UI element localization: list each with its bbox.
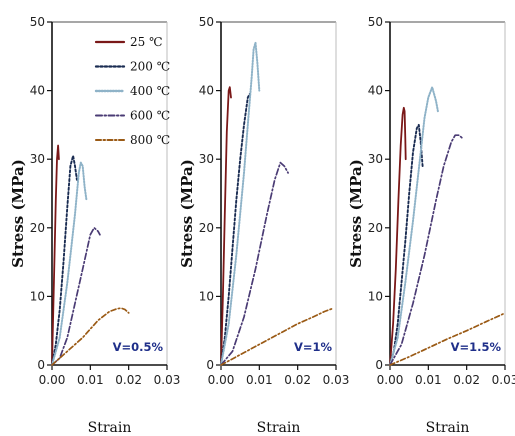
- legend-label-4: 600 ℃: [130, 109, 170, 123]
- x-tick-label: 0.03: [154, 373, 181, 387]
- y-axis-title: Stress (MPa): [178, 159, 196, 268]
- legend: 25 ℃ 200 ℃ 400 ℃ 600 ℃ 800 ℃: [94, 35, 170, 147]
- legend-label-5: 800 ℃: [130, 133, 170, 147]
- x-tick-label: 0.03: [492, 373, 515, 387]
- y-tick-label: 50: [30, 15, 45, 29]
- x-tick-label: 0.00: [208, 373, 235, 387]
- series-line-3: [389, 86, 439, 366]
- chart-panel-2: 0 10 20 30 40 50 0.00 0.01 0.02 0.03 Strain Stress …: [178, 15, 349, 436]
- chart-panel-1: 0 10 20 30 40 50 0.00 0.01 0.02 0.03 Strain Stress …: [9, 15, 180, 436]
- x-axis-title: Strain: [88, 420, 132, 436]
- y-tick-label: 30: [368, 152, 383, 166]
- series-line-4: [220, 161, 289, 366]
- y-tick-label: 30: [30, 152, 45, 166]
- y-tick-label: 40: [199, 84, 214, 98]
- x-tick-label: 0.02: [453, 373, 480, 387]
- series-line-1: [389, 106, 407, 366]
- x-tick-label: 0.02: [284, 373, 311, 387]
- x-axis-title: Strain: [257, 420, 301, 436]
- x-tick-label: 0.01: [77, 373, 104, 387]
- y-tick-label: 10: [199, 289, 214, 303]
- x-axis-title: Strain: [426, 420, 470, 436]
- legend-label-2: 200 ℃: [130, 60, 170, 74]
- y-tick-label: 0: [375, 358, 383, 372]
- x-tick-label: 0.00: [377, 373, 404, 387]
- series-line-4: [51, 226, 101, 366]
- series-line-1: [51, 144, 60, 366]
- panel-annotation: V=1.5%: [451, 340, 502, 354]
- x-tick-label: 0.00: [39, 373, 66, 387]
- series-line-3: [220, 41, 261, 366]
- x-tick-label: 0.02: [115, 373, 142, 387]
- series-line-2: [389, 123, 424, 366]
- y-axis-title: Stress (MPa): [9, 159, 27, 268]
- panel-annotation: V=0.5%: [113, 340, 164, 354]
- series-line-1: [220, 86, 232, 366]
- series-line-2: [51, 154, 78, 366]
- y-tick-label: 0: [206, 358, 214, 372]
- y-tick-label: 20: [199, 221, 214, 235]
- y-tick-label: 0: [37, 358, 45, 372]
- y-tick-label: 50: [199, 15, 214, 29]
- y-tick-label: 30: [199, 152, 214, 166]
- x-tick-label: 0.03: [323, 373, 350, 387]
- series-line-5: [389, 312, 506, 366]
- series-line-4: [389, 134, 464, 366]
- series-line-5: [220, 307, 334, 366]
- x-tick-label: 0.01: [246, 373, 273, 387]
- x-tick-label: 0.01: [415, 373, 442, 387]
- y-axis-title: Stress (MPa): [347, 159, 365, 268]
- y-tick-label: 20: [368, 221, 383, 235]
- y-tick-label: 40: [368, 84, 383, 98]
- legend-label-3: 400 ℃: [130, 84, 170, 98]
- series-line-5: [51, 307, 130, 366]
- y-tick-label: 20: [30, 221, 45, 235]
- series-line-2: [220, 93, 251, 366]
- panel-annotation: V=1%: [294, 340, 333, 354]
- y-tick-label: 10: [30, 289, 45, 303]
- y-tick-label: 50: [368, 15, 383, 29]
- legend-label-1: 25 ℃: [130, 35, 163, 49]
- series-line-3: [51, 161, 88, 366]
- y-tick-label: 10: [368, 289, 383, 303]
- chart-panels: 0 10 20 30 40 50 0.00 0.01 0.02 0.03 Strain Stress …: [9, 15, 515, 436]
- y-tick-label: 40: [30, 84, 45, 98]
- chart-panel-3: 0 10 20 30 40 50 0.00 0.01 0.02 0.03 Strain Stress …: [347, 15, 515, 436]
